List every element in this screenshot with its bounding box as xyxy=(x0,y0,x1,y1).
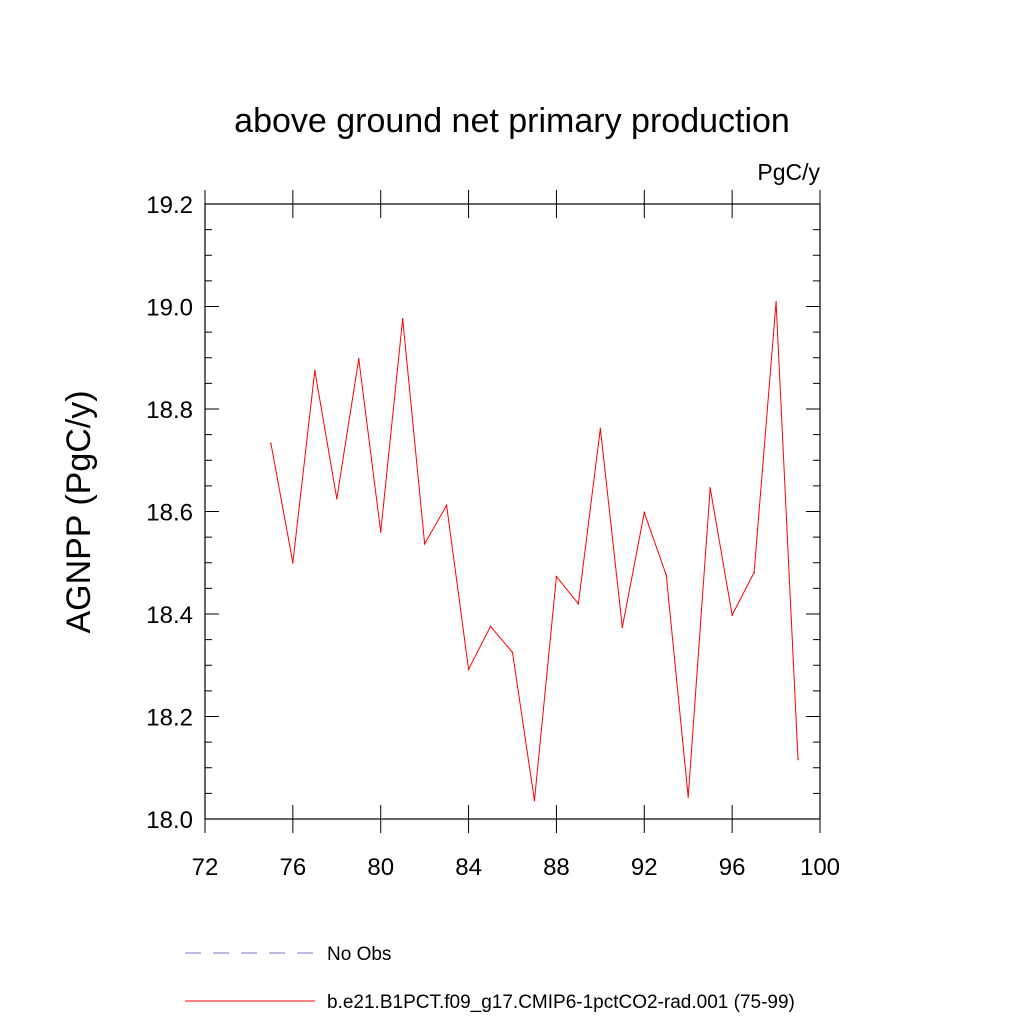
data-point xyxy=(643,511,646,514)
data-point xyxy=(621,626,624,629)
data-point xyxy=(577,602,580,605)
data-point xyxy=(270,442,272,445)
data-point xyxy=(445,504,448,507)
x-tick-label: 96 xyxy=(719,854,746,881)
plot-frame xyxy=(204,203,821,820)
legend-label-model-run: b.e21.B1PCT.f09_g17.CMIP6-1pctCO2-rad.00… xyxy=(327,992,795,1013)
x-axis: 72 76 80 84 88 92 96 100 xyxy=(192,190,840,881)
x-tick-label: 80 xyxy=(367,854,394,881)
x-tick-label: 100 xyxy=(800,854,840,881)
data-point xyxy=(533,799,536,802)
data-point xyxy=(335,497,338,500)
x-tick-label: 72 xyxy=(192,854,219,881)
units-label: PgC/y xyxy=(757,159,820,185)
y-tick-label: 19.0 xyxy=(146,295,193,322)
data-point xyxy=(511,651,514,654)
data-point xyxy=(489,625,492,628)
y-axis: 18.0 18.2 18.4 18.6 18.8 19.0 19.2 xyxy=(146,192,820,834)
data-point xyxy=(314,369,316,372)
data-point xyxy=(292,561,294,564)
data-point xyxy=(357,357,360,360)
legend: No Obs b.e21.B1PCT.f09_g17.CMIP6-1pctCO2… xyxy=(185,944,795,1013)
data-point xyxy=(599,427,602,430)
y-axis-label: AGNPP (PgC/y) xyxy=(60,390,98,633)
y-tick-label: 18.8 xyxy=(146,397,193,424)
data-point xyxy=(709,487,711,489)
data-point xyxy=(401,318,404,320)
data-point xyxy=(731,614,733,616)
data-point xyxy=(797,758,799,761)
y-tick-label: 18.0 xyxy=(146,807,193,834)
data-point xyxy=(555,575,558,578)
series-line xyxy=(270,301,799,801)
x-tick-label: 88 xyxy=(543,854,570,881)
y-tick-label: 18.2 xyxy=(146,705,193,732)
data-point xyxy=(687,796,690,798)
data-point xyxy=(753,571,755,574)
data-point xyxy=(423,542,426,545)
x-tick-label: 84 xyxy=(455,854,482,881)
data-point xyxy=(379,531,382,533)
x-tick-label: 76 xyxy=(280,854,307,881)
x-tick-label: 92 xyxy=(631,854,658,881)
data-point xyxy=(775,301,777,303)
y-tick-label: 18.4 xyxy=(146,602,193,629)
chart-title: above ground net primary production xyxy=(234,102,790,140)
y-tick-label: 18.6 xyxy=(146,500,193,527)
data-point xyxy=(467,668,470,671)
legend-label-no-obs: No Obs xyxy=(327,944,391,965)
data-point xyxy=(665,574,668,576)
y-tick-label: 19.2 xyxy=(146,192,193,219)
series-layer xyxy=(270,301,799,802)
